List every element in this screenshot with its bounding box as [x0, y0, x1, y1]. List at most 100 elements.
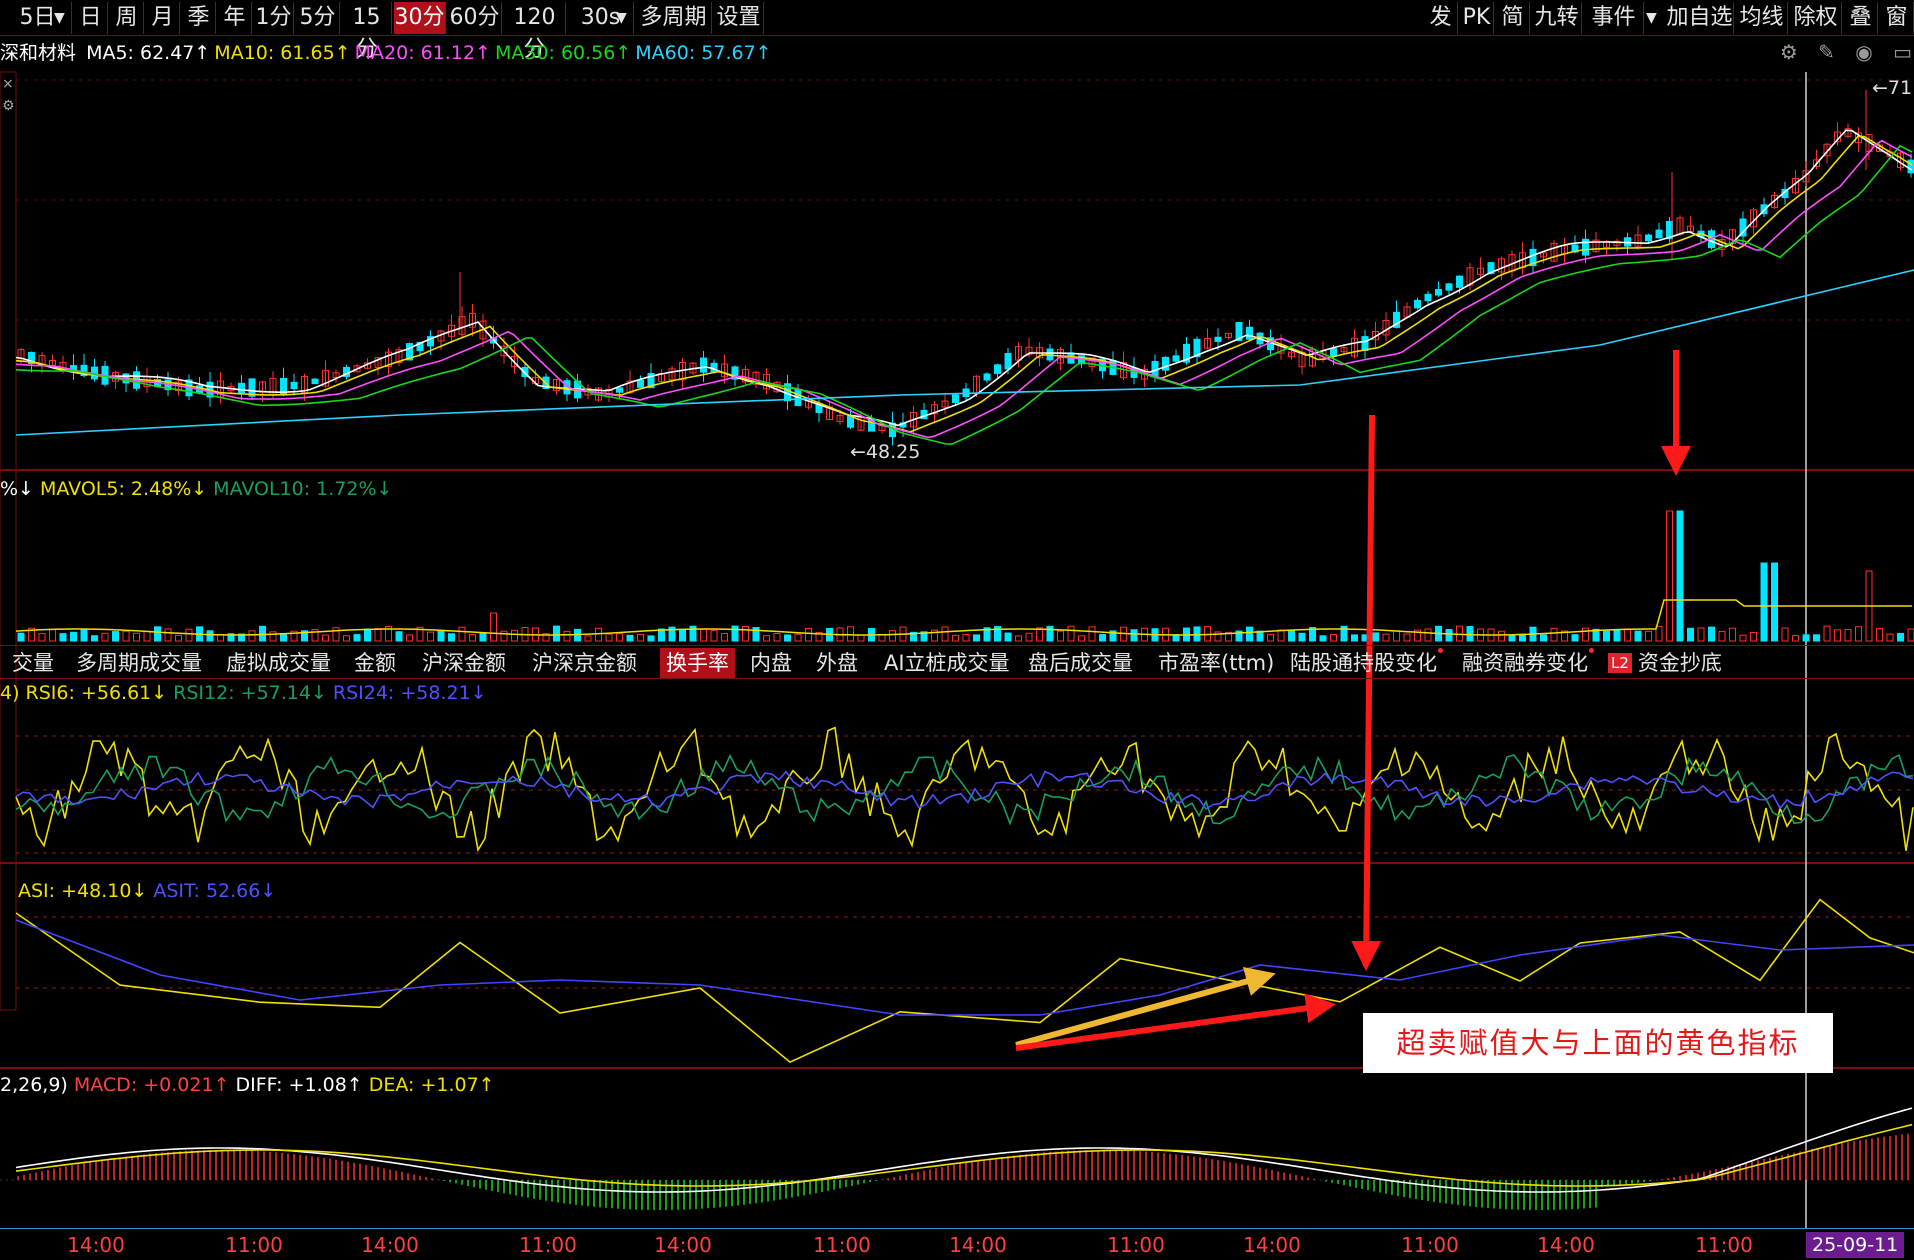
tab-14[interactable]: L2 资金抄底 — [1608, 648, 1722, 678]
candle — [1015, 346, 1022, 361]
toolbar-right-2[interactable]: 简 — [1496, 2, 1530, 34]
volume-bar — [689, 625, 697, 642]
toolbar-right-9[interactable]: 窗 — [1880, 2, 1914, 34]
toolbar-right-3[interactable]: 九转 — [1532, 2, 1582, 34]
period-12[interactable]: 30s — [568, 2, 634, 34]
tab-11[interactable]: 市盈率(ttm) — [1158, 648, 1274, 678]
volume-bar — [1057, 630, 1064, 642]
period-0[interactable]: 5日 — [4, 2, 72, 34]
period-7[interactable]: 5分 — [296, 2, 340, 34]
tab-10[interactable]: 盘后成交量 — [1028, 648, 1133, 678]
tab-1[interactable]: 多周期成交量 — [76, 648, 202, 678]
tab-7[interactable]: 内盘 — [750, 648, 792, 678]
candle — [941, 400, 949, 408]
tab-0[interactable]: 交量 — [12, 648, 54, 678]
tab-6[interactable]: 换手率 — [660, 648, 735, 678]
volume-bar — [584, 635, 592, 642]
period-2[interactable]: 周 — [110, 2, 144, 34]
tab-9[interactable]: AI立桩成交量 — [884, 648, 1010, 678]
close-icon: × — [2, 76, 14, 92]
period-toolbar: 5日 ▼ 日周月季年 1分 5分 15分 30分 60分 120分 30s ▼ 多周期 设置发 PK 简九转… — [0, 0, 1914, 62]
period-3[interactable]: 月 — [146, 2, 180, 34]
candle — [1771, 194, 1778, 208]
volume-bar — [343, 635, 350, 642]
chevron-down-icon[interactable]: ▼ — [616, 10, 627, 26]
mavol-value-1: MAVOL5: 2.48%↓ — [39, 478, 208, 500]
volume-bar — [1340, 625, 1348, 642]
candle — [290, 381, 298, 390]
period-1[interactable]: 日 — [74, 2, 108, 34]
candle — [1288, 351, 1295, 357]
period-10[interactable]: 60分 — [448, 2, 502, 34]
tab-label: 外盘 — [816, 651, 858, 675]
volume-bar — [206, 630, 214, 642]
volume-bar — [290, 630, 298, 642]
gear-icon[interactable]: ⚙ — [1779, 40, 1798, 64]
chevron-down-icon[interactable]: ▼ — [54, 10, 65, 26]
volume-bar — [1708, 626, 1715, 642]
tab-2[interactable]: 虚拟成交量 — [226, 648, 331, 678]
time-tick: 14:00 — [949, 1233, 1007, 1257]
toolbar-right-4[interactable]: 事件 — [1584, 2, 1644, 34]
candle — [1550, 242, 1558, 262]
volume-bar — [616, 633, 623, 642]
volume-bar — [1130, 629, 1138, 642]
tab-8[interactable]: 外盘 — [816, 648, 858, 678]
volume-bar — [815, 631, 823, 642]
tab-3[interactable]: 金额 — [354, 648, 396, 678]
volume-bar — [49, 628, 56, 642]
period-6[interactable]: 1分 — [254, 2, 294, 34]
period-4[interactable]: 季 — [182, 2, 216, 34]
volume-bar — [700, 628, 707, 642]
volume-bar — [994, 626, 1001, 642]
toolbar-right-5[interactable]: 加自选 — [1666, 2, 1734, 34]
volume-bar — [763, 635, 770, 642]
mavol-value-0: %↓ — [0, 478, 34, 500]
candle — [238, 382, 245, 394]
volume-bar — [385, 625, 392, 642]
period-11[interactable]: 120分 — [504, 2, 566, 62]
period-8[interactable]: 15分 — [342, 2, 392, 62]
window-icon[interactable]: ▭ — [1893, 40, 1912, 64]
toolbar-right-7[interactable]: 除权 — [1790, 2, 1842, 34]
tab-4[interactable]: 沪深金额 — [422, 648, 506, 678]
volume-bar — [1309, 627, 1316, 642]
volume-bar — [1582, 627, 1589, 642]
tab-13[interactable]: 融资融券变化 — [1462, 648, 1594, 678]
period-13[interactable]: 多周期 — [636, 2, 712, 34]
chevron-down-icon[interactable]: ▼ — [1646, 10, 1657, 26]
volume-bar — [1729, 627, 1736, 642]
toolbar-right-0[interactable]: 发 — [1424, 2, 1458, 34]
period-5[interactable]: 年 — [218, 2, 252, 34]
volume-bar — [511, 629, 518, 642]
candle — [311, 378, 319, 385]
volume-bar — [1540, 634, 1547, 642]
toolbar-right-6[interactable]: 均线 — [1736, 2, 1788, 34]
ma-value-2: MA20: 61.12↑ — [354, 42, 491, 64]
toolbar-right-8[interactable]: 叠 — [1844, 2, 1878, 34]
volume-bar — [847, 626, 854, 642]
volume-bar — [322, 634, 329, 642]
volume-bar — [1067, 625, 1075, 642]
volume-bar — [332, 627, 340, 642]
pen-icon[interactable]: ✎ — [1818, 40, 1835, 64]
tab-12[interactable]: 陆股通持股变化 — [1290, 648, 1443, 678]
eye-icon[interactable]: ◉ — [1855, 40, 1873, 64]
tab-label: 沪深金额 — [422, 651, 506, 675]
volume-bar — [1193, 626, 1201, 642]
tab-label: 融资融券变化 — [1462, 651, 1588, 675]
candle — [1613, 240, 1621, 246]
volume-bar — [458, 626, 466, 642]
candle — [322, 369, 329, 387]
volume-bar — [80, 629, 88, 642]
volume-bar — [1235, 630, 1243, 642]
volume-bar — [185, 628, 193, 642]
period-14[interactable]: 设置 — [714, 2, 764, 34]
ma-value-3: MA30: 60.56↑ — [494, 42, 632, 64]
period-9[interactable]: 30分 — [394, 2, 446, 34]
tab-5[interactable]: 沪深京金额 — [532, 648, 637, 678]
volume-bar — [1781, 627, 1789, 642]
toolbar-right-1[interactable]: PK — [1460, 2, 1494, 34]
kline-chart[interactable]: × ⚙ ←71 ←48.25 — [0, 0, 1914, 1228]
volume-bar — [910, 631, 917, 642]
